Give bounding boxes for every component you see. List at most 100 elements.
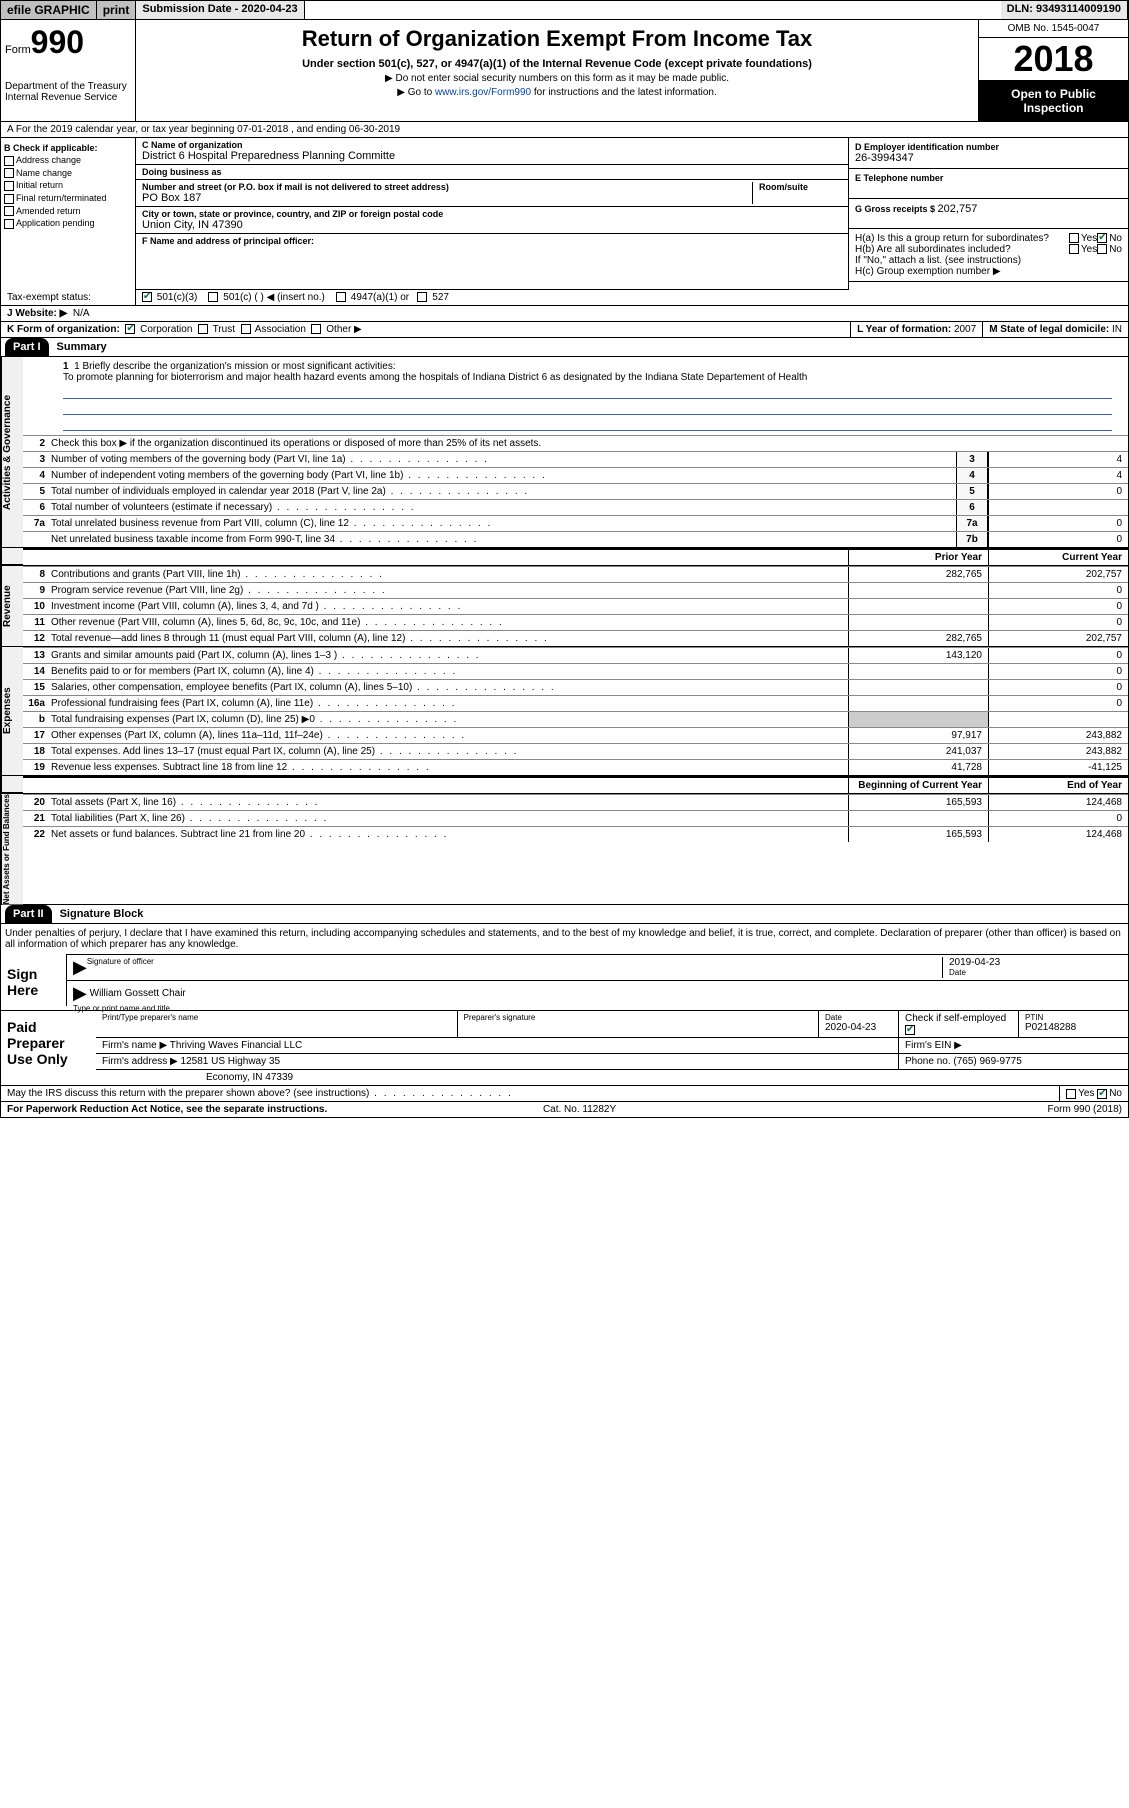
hb-note: If "No," attach a list. (see instruction… (855, 255, 1122, 266)
gross-receipts-label: G Gross receipts $ (855, 204, 938, 214)
dln: DLN: 93493114009190 (1001, 1, 1128, 19)
department-label: Department of the Treasury Internal Reve… (5, 81, 131, 103)
firm-addr2: Economy, IN 47339 (96, 1070, 1128, 1085)
tax-exempt-label: Tax-exempt status: (1, 290, 136, 305)
addr-label: Number and street (or P.O. box if mail i… (142, 182, 752, 192)
line-text: Total number of individuals employed in … (49, 484, 956, 499)
vside-revenue: Revenue (1, 566, 23, 646)
line-text: Total expenses. Add lines 13–17 (must eq… (49, 744, 848, 759)
checkbox-other[interactable] (311, 324, 321, 334)
checkbox-association[interactable] (241, 324, 251, 334)
note-ssn: ▶ Do not enter social security numbers o… (142, 73, 972, 84)
gross-receipts-value: 202,757 (938, 203, 978, 215)
part1-header: Part I (5, 338, 49, 356)
inspection-label: Open to Public Inspection (979, 81, 1128, 121)
omb-number: OMB No. 1545-0047 (979, 20, 1128, 38)
form-subtitle: Under section 501(c), 527, or 4947(a)(1)… (142, 58, 972, 70)
org-name-label: C Name of organization (142, 140, 842, 150)
ha-label: H(a) Is this a group return for subordin… (855, 233, 1069, 244)
line-text: Professional fundraising fees (Part IX, … (49, 696, 848, 711)
checkbox-discuss-no[interactable] (1097, 1089, 1107, 1099)
ein-value: 26-3994347 (855, 152, 1122, 164)
mission-text: To promote planning for bioterrorism and… (63, 372, 1112, 383)
checkbox-address-change[interactable] (4, 156, 14, 166)
row-a-period: A For the 2019 calendar year, or tax yea… (0, 122, 1129, 138)
checkbox-501c[interactable] (208, 292, 218, 302)
firm-addr1: 12581 US Highway 35 (181, 1056, 281, 1067)
col-beginning-year: Beginning of Current Year (848, 778, 988, 793)
checkbox-self-employed[interactable] (905, 1025, 915, 1035)
checkbox-501c3[interactable] (142, 292, 152, 302)
sign-here-label: Sign Here (1, 954, 66, 1010)
line-text: Total number of volunteers (estimate if … (49, 500, 956, 515)
submission-date: Submission Date - 2020-04-23 (136, 1, 304, 19)
checkbox-pending[interactable] (4, 219, 14, 229)
line1-label: 1 1 Briefly describe the organization's … (63, 361, 1112, 372)
line-text: Investment income (Part VIII, column (A)… (49, 599, 848, 614)
checkbox-discuss-yes[interactable] (1066, 1089, 1076, 1099)
print-button[interactable]: print (97, 1, 137, 19)
line-text: Total fundraising expenses (Part IX, col… (49, 712, 848, 727)
line-text: Revenue less expenses. Subtract line 18 … (49, 760, 848, 775)
hc-label: H(c) Group exemption number ▶ (855, 266, 1122, 277)
col-current-year: Current Year (988, 550, 1128, 565)
checkbox-527[interactable] (417, 292, 427, 302)
checkbox-hb-yes[interactable] (1069, 244, 1079, 254)
checkbox-initial-return[interactable] (4, 181, 14, 191)
line-text: Total liabilities (Part X, line 26) (49, 811, 848, 826)
city-label: City or town, state or province, country… (142, 209, 842, 219)
org-name: District 6 Hospital Preparedness Plannin… (142, 150, 842, 162)
checkbox-amended[interactable] (4, 206, 14, 216)
checkbox-name-change[interactable] (4, 168, 14, 178)
line-text: Other expenses (Part IX, column (A), lin… (49, 728, 848, 743)
checkbox-corporation[interactable] (125, 324, 135, 334)
line-text: Net unrelated business taxable income fr… (49, 532, 956, 547)
addr-value: PO Box 187 (142, 192, 752, 204)
line-text: Contributions and grants (Part VIII, lin… (49, 567, 848, 582)
part2-title: Signature Block (52, 905, 152, 923)
ptin-value: P02148288 (1025, 1022, 1076, 1033)
city-value: Union City, IN 47390 (142, 219, 842, 231)
firm-name: Thriving Waves Financial LLC (170, 1040, 302, 1051)
officer-name-title: William Gossett Chair (90, 989, 186, 1000)
checkbox-hb-no[interactable] (1097, 244, 1107, 254)
vside-netassets: Net Assets or Fund Balances (1, 794, 23, 904)
checkbox-ha-yes[interactable] (1069, 233, 1079, 243)
penalty-text: Under penalties of perjury, I declare th… (1, 924, 1128, 954)
officer-label: F Name and address of principal officer: (142, 236, 842, 246)
form-org-row: K Form of organization: Corporation Trus… (1, 322, 850, 337)
efile-label: efile GRAPHIC (1, 1, 97, 19)
footer-left: For Paperwork Reduction Act Notice, see … (7, 1104, 327, 1115)
form-number: 990 (31, 24, 84, 60)
line-text: Number of voting members of the governin… (49, 452, 956, 467)
part2-header: Part II (5, 905, 52, 923)
line-text: Net assets or fund balances. Subtract li… (49, 827, 848, 842)
line-text: Salaries, other compensation, employee b… (49, 680, 848, 695)
checkbox-4947[interactable] (336, 292, 346, 302)
paid-preparer-label: Paid Preparer Use Only (1, 1011, 96, 1085)
line-text: Other revenue (Part VIII, column (A), li… (49, 615, 848, 630)
vside-activities: Activities & Governance (1, 357, 23, 547)
checkbox-ha-no[interactable] (1097, 233, 1107, 243)
checkbox-trust[interactable] (198, 324, 208, 334)
line-text: Grants and similar amounts paid (Part IX… (49, 648, 848, 663)
phone-label: E Telephone number (855, 173, 1122, 183)
state-domicile: M State of legal domicile: IN (982, 322, 1128, 337)
line-text: Number of independent voting members of … (49, 468, 956, 483)
hb-label: H(b) Are all subordinates included? (855, 244, 1069, 255)
discuss-question: May the IRS discuss this return with the… (1, 1086, 1059, 1101)
prep-date: 2020-04-23 (825, 1022, 876, 1033)
part1-title: Summary (49, 338, 115, 356)
checkbox-final-return[interactable] (4, 194, 14, 204)
firm-phone: (765) 969-9775 (953, 1056, 1021, 1067)
firm-ein-label: Firm's EIN ▶ (898, 1038, 1128, 1053)
col-prior-year: Prior Year (848, 550, 988, 565)
form-prefix: Form (5, 44, 31, 56)
line-text: Total unrelated business revenue from Pa… (49, 516, 956, 531)
footer-mid: Cat. No. 11282Y (543, 1104, 616, 1115)
irs-link[interactable]: www.irs.gov/Form990 (435, 87, 531, 98)
sig-officer-label: Signature of officer (87, 957, 942, 966)
line-text: Benefits paid to or for members (Part IX… (49, 664, 848, 679)
line-text: Program service revenue (Part VIII, line… (49, 583, 848, 598)
footer-right: Form 990 (2018) (1047, 1104, 1121, 1115)
